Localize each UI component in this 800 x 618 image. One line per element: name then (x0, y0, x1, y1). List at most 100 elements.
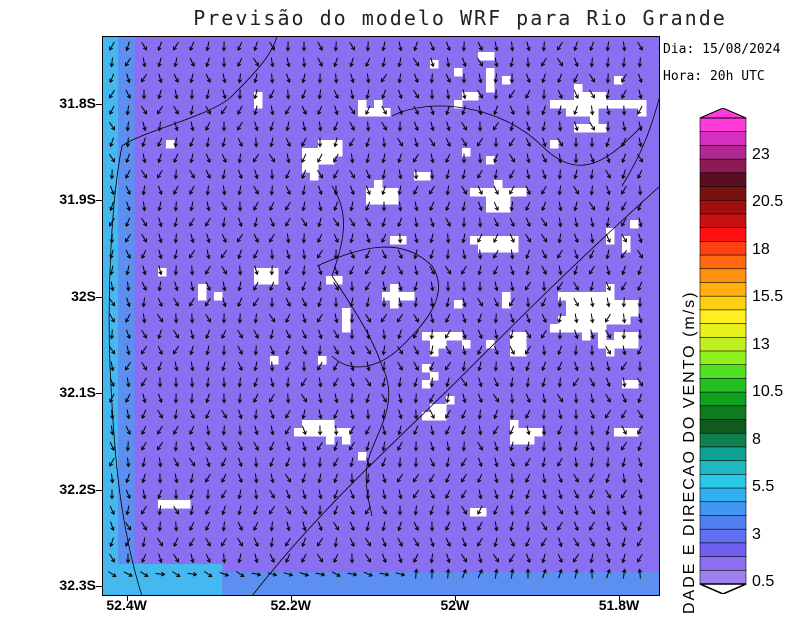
wind-arrow (269, 249, 275, 260)
wind-arrow (109, 505, 115, 515)
field-cell (166, 588, 175, 596)
wind-arrow (493, 137, 499, 148)
wind-arrow (429, 233, 434, 244)
wind-arrow (142, 489, 147, 500)
wind-arrow (397, 57, 402, 68)
wind-arrow (413, 105, 419, 115)
wind-arrow (446, 57, 451, 68)
field-cell (590, 588, 599, 596)
field-cell (118, 60, 127, 69)
field-cell (102, 428, 111, 437)
field-cell (454, 580, 463, 589)
field-cell (118, 444, 127, 453)
wind-arrow (349, 121, 355, 131)
field-cell (294, 588, 303, 596)
wind-arrow (590, 313, 595, 324)
wind-arrow (285, 185, 291, 195)
field-cell (118, 100, 127, 109)
colorbar-label: 10.5 (752, 383, 784, 401)
field-cell (342, 308, 351, 317)
field-cell (574, 316, 583, 325)
wind-arrow (397, 105, 403, 115)
field-cell (102, 572, 111, 581)
field-cell (502, 244, 511, 253)
wind-arrow (382, 537, 387, 548)
wind-arrow (461, 121, 467, 131)
wind-arrow (157, 297, 163, 307)
field-cell (462, 588, 471, 596)
field-cell (566, 100, 575, 109)
wind-arrow (269, 393, 275, 403)
wind-arrow (251, 572, 262, 577)
wind-arrow (173, 393, 179, 404)
wind-arrow (557, 377, 563, 388)
wind-arrow (477, 249, 483, 260)
wind-arrow (173, 537, 179, 548)
field-cell (598, 292, 607, 301)
wind-arrow (220, 250, 228, 259)
field-cell (182, 564, 191, 573)
wind-arrow (573, 537, 579, 547)
wind-arrow (541, 57, 547, 67)
wind-arrow (542, 568, 547, 579)
wind-arrow (269, 553, 275, 563)
field-cell (518, 348, 527, 357)
field-cell (614, 588, 623, 596)
wind-arrow (190, 441, 195, 452)
field-cell (502, 236, 511, 245)
y-tick (96, 103, 102, 105)
field-cell (118, 380, 127, 389)
wind-arrow (205, 137, 210, 148)
wind-arrow (270, 473, 275, 484)
wind-arrow (429, 169, 435, 180)
wind-arrow (493, 394, 500, 403)
field-cell (126, 316, 135, 325)
wind-arrow (381, 393, 387, 403)
field-cell (302, 156, 311, 165)
colorbar-band (699, 391, 747, 407)
field-cell (606, 300, 615, 309)
wind-arrow (412, 58, 420, 67)
wind-arrow (174, 361, 179, 372)
wind-arrow (381, 105, 387, 115)
wind-arrow (637, 345, 643, 355)
wind-arrow (637, 378, 644, 387)
wind-arrow (285, 137, 291, 147)
wind-arrow (398, 201, 403, 212)
wind-arrow (238, 409, 243, 420)
colorbar-label: 13 (752, 335, 770, 353)
colorbar-band (699, 254, 747, 270)
wind-arrow (141, 105, 148, 115)
wind-arrow (430, 121, 435, 132)
field-cell (214, 588, 223, 596)
field-cell (446, 332, 455, 341)
wind-arrow (205, 297, 211, 307)
field-cell (110, 108, 119, 117)
field-cell (110, 412, 119, 421)
wind-arrow (285, 505, 291, 515)
wind-arrow (397, 249, 403, 259)
wind-arrow (541, 537, 547, 547)
field-cell (118, 68, 127, 77)
wind-arrow (413, 153, 419, 163)
wind-arrow (350, 361, 355, 372)
wind-arrow (558, 568, 563, 579)
wind-arrow (557, 297, 563, 308)
wind-arrow (414, 137, 419, 148)
field-cell (558, 588, 567, 596)
wind-arrow (589, 121, 595, 131)
field-cell (102, 340, 111, 349)
x-tick-label: 52W (440, 597, 470, 613)
wind-arrow (365, 441, 370, 452)
wind-arrow (525, 409, 531, 419)
wind-arrow (301, 153, 307, 163)
wind-arrow (558, 537, 563, 548)
wind-arrow (365, 169, 371, 180)
coastline-path (331, 185, 390, 517)
field-cell (102, 268, 111, 277)
wind-arrow (397, 537, 403, 547)
wind-arrow (125, 522, 132, 531)
wind-arrow (349, 281, 355, 292)
wind-arrow (139, 571, 149, 577)
wind-arrow (347, 572, 358, 577)
